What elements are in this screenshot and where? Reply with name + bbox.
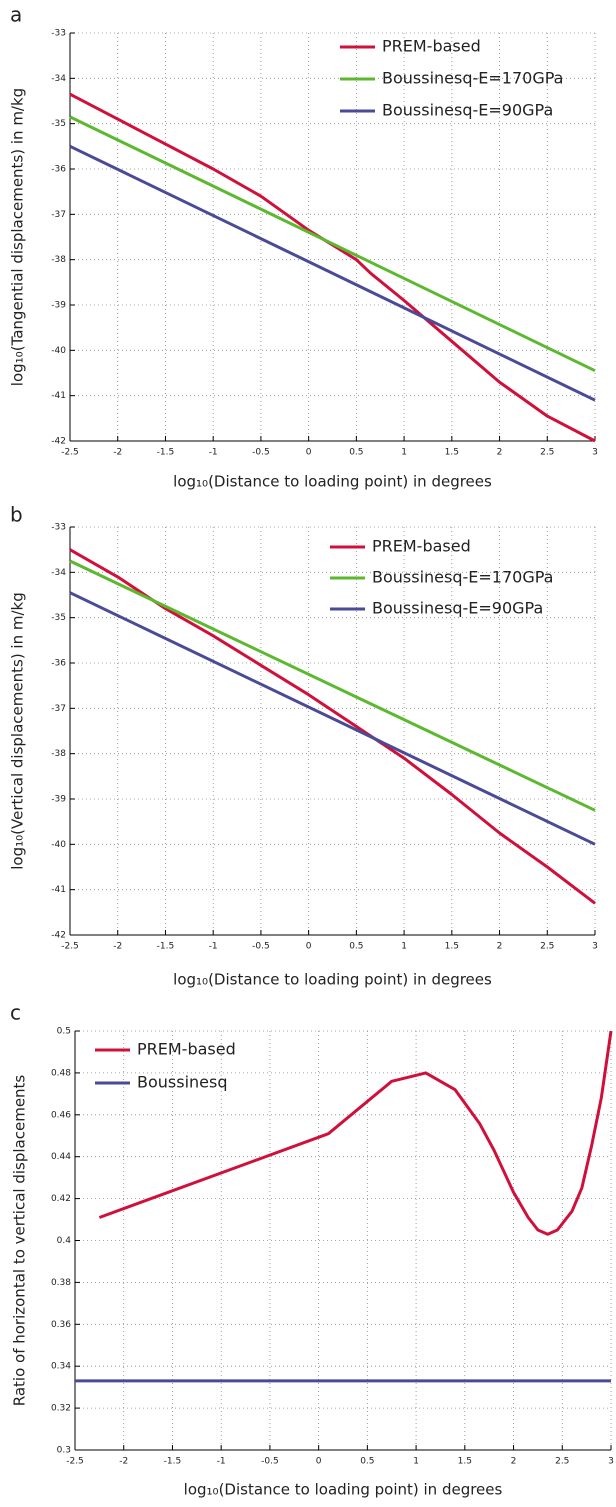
y-tick-label: -36 <box>51 165 66 175</box>
y-tick-label: -35 <box>51 613 66 623</box>
y-tick-label: -33 <box>51 29 66 39</box>
x-tick-label: 2.5 <box>540 448 554 458</box>
legend-label: Boussinesq-E=90GPa <box>372 599 543 618</box>
legend-label: PREM-based <box>372 537 471 556</box>
panel-label: a <box>10 3 22 27</box>
x-tick-label: 2.5 <box>540 942 554 952</box>
legend-label: PREM-based <box>137 1040 236 1059</box>
x-tick-label: 3 <box>608 1457 614 1467</box>
y-tick-label: -33 <box>51 523 66 533</box>
x-tick-label: 0 <box>316 1457 322 1467</box>
x-tick-label: 2.5 <box>555 1457 569 1467</box>
y-tick-label: -39 <box>51 795 66 805</box>
x-tick-label: 1 <box>413 1457 419 1467</box>
x-tick-label: -2.5 <box>61 448 79 458</box>
x-axis-label: log₁₀(Distance to loading point) in degr… <box>184 1481 503 1499</box>
x-tick-label: 0.5 <box>349 448 363 458</box>
series-line <box>69 144 596 402</box>
x-tick-label: -0.5 <box>252 448 270 458</box>
y-tick-label: 0.4 <box>57 1236 72 1246</box>
legend-label: PREM-based <box>382 37 481 56</box>
x-tick-label: -2.5 <box>66 1457 84 1467</box>
y-tick-label: 0.36 <box>51 1320 71 1330</box>
y-tick-label: -40 <box>51 346 66 356</box>
x-tick-label: 1.5 <box>445 448 459 458</box>
y-tick-label: -37 <box>51 704 66 714</box>
x-tick-label: 1 <box>401 942 407 952</box>
y-tick-label: 0.48 <box>51 1068 71 1078</box>
legend-label: Boussinesq-E=170GPa <box>382 69 563 88</box>
y-tick-label: -41 <box>51 391 66 401</box>
series-line <box>98 1030 613 1236</box>
y-axis-label: Ratio of horizontal to vertical displace… <box>11 1075 29 1407</box>
panel-label: b <box>10 503 23 527</box>
y-tick-label: -38 <box>51 749 66 759</box>
x-tick-label: -0.5 <box>261 1457 279 1467</box>
x-tick-label: 3 <box>592 942 598 952</box>
legend-label: Boussinesq-E=170GPa <box>372 568 553 587</box>
y-tick-label: -36 <box>51 659 66 669</box>
y-tick-label: 0.34 <box>51 1362 71 1372</box>
x-tick-label: -2.5 <box>61 942 79 952</box>
series-line <box>69 591 596 846</box>
x-tick-label: 1.5 <box>458 1457 472 1467</box>
y-axis-label: log₁₀(Tangential displacements) in m/kg <box>9 88 27 386</box>
x-tick-label: -0.5 <box>252 942 270 952</box>
x-axis-label: log₁₀(Distance to loading point) in degr… <box>173 473 492 491</box>
y-tick-label: -41 <box>51 885 66 895</box>
y-tick-label: 0.46 <box>51 1110 71 1120</box>
x-tick-label: -1 <box>209 942 218 952</box>
series-line <box>69 92 596 443</box>
y-tick-label: 0.44 <box>51 1152 71 1162</box>
x-tick-label: 1 <box>401 448 407 458</box>
x-tick-label: 2 <box>497 448 503 458</box>
legend-label: Boussinesq-E=90GPa <box>382 101 553 120</box>
x-tick-label: 0 <box>306 942 312 952</box>
x-tick-label: -2 <box>113 448 122 458</box>
x-tick-label: 0.5 <box>349 942 363 952</box>
series-line <box>69 559 596 812</box>
x-tick-label: -1 <box>209 448 218 458</box>
x-tick-label: 2 <box>497 942 503 952</box>
x-tick-label: -2 <box>119 1457 128 1467</box>
y-tick-label: -38 <box>51 255 66 265</box>
y-tick-label: -40 <box>51 840 66 850</box>
y-tick-label: -35 <box>51 119 66 129</box>
panel-label: c <box>10 1001 21 1025</box>
y-tick-label: -42 <box>51 437 66 447</box>
y-tick-label: 0.5 <box>57 1027 71 1037</box>
x-tick-label: 0.5 <box>360 1457 374 1467</box>
y-tick-label: 0.42 <box>51 1194 71 1204</box>
y-tick-label: -37 <box>51 210 66 220</box>
x-tick-label: 3 <box>592 448 598 458</box>
y-tick-label: -39 <box>51 301 66 311</box>
x-tick-label: -2 <box>113 942 122 952</box>
x-tick-label: 1.5 <box>445 942 459 952</box>
y-tick-label: -42 <box>51 931 66 941</box>
y-tick-label: -34 <box>51 74 66 84</box>
x-tick-label: -1 <box>217 1457 226 1467</box>
y-tick-label: 0.32 <box>51 1404 71 1414</box>
y-tick-label: 0.38 <box>51 1278 71 1288</box>
y-tick-label: -34 <box>51 568 66 578</box>
x-tick-label: -1.5 <box>164 1457 182 1467</box>
x-axis-label: log₁₀(Distance to loading point) in degr… <box>173 971 492 989</box>
x-tick-label: 0 <box>306 448 312 458</box>
x-tick-label: 2 <box>511 1457 517 1467</box>
series-line <box>69 115 596 373</box>
y-tick-label: 0.3 <box>57 1446 71 1456</box>
legend-label: Boussinesq <box>137 1073 228 1092</box>
x-tick-label: -1.5 <box>157 942 175 952</box>
y-axis-label: log₁₀(Vertical displacements) in m/kg <box>9 592 27 870</box>
x-tick-label: -1.5 <box>157 448 175 458</box>
